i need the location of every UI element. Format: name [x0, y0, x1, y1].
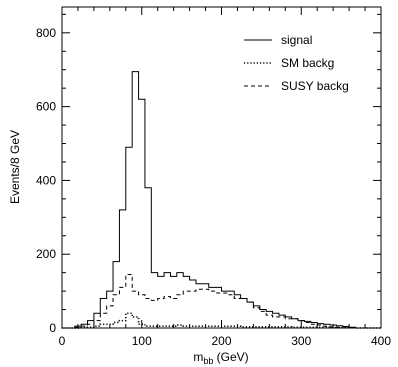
x-axis-label-unit: (GeV): [213, 350, 248, 364]
x-axis-label-subscript: bb: [203, 356, 213, 366]
y-axis-label: Events/8 GeV: [8, 130, 22, 204]
series-signal: [62, 71, 381, 329]
x-axis-label: mbb (GeV): [193, 350, 248, 366]
y-tick-label: 800: [36, 26, 56, 40]
series-sm-backg: [62, 312, 381, 329]
ticks-layer: 0 100 200 300 400 0 200 400 600 800: [36, 7, 391, 348]
x-tick-label: 0: [59, 334, 66, 348]
x-tick-label: 400: [371, 334, 391, 348]
legend: signal SM backg SUSY backg: [244, 33, 349, 93]
x-tick-label: 300: [291, 334, 311, 348]
y-tick-label: 600: [36, 100, 56, 114]
series-layer: [62, 71, 381, 329]
y-tick-label: 200: [36, 247, 56, 261]
legend-label-signal: signal: [281, 33, 312, 47]
legend-label-sm-backg: SM backg: [281, 56, 334, 70]
x-axis-label-main: m: [193, 350, 203, 364]
legend-label-susy-backg: SUSY backg: [281, 79, 349, 93]
x-tick-label: 100: [132, 334, 152, 348]
x-tick-label: 200: [211, 334, 231, 348]
y-tick-label: 400: [36, 173, 56, 187]
series-susy-backg: [62, 274, 381, 329]
y-tick-label: 0: [49, 321, 56, 335]
